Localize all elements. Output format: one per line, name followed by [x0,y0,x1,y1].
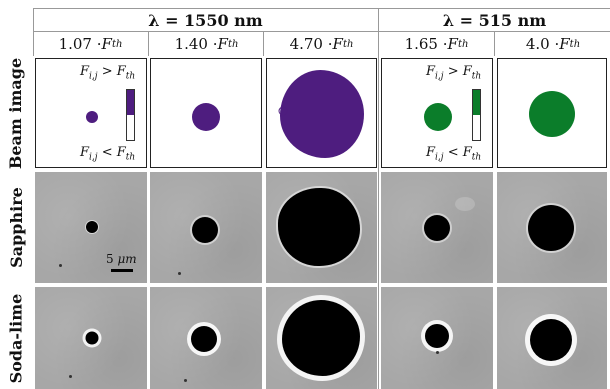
row-label-soda-lime: Soda-lime [6,293,26,383]
crater [191,326,217,352]
debris [59,264,62,267]
group-header-1550: λ = 1550 nm [148,10,263,30]
scale-bar [111,269,133,272]
sodalime-sem-2 [150,287,262,389]
beam-spot [280,70,364,158]
debris [178,272,181,275]
beam-image-2 [150,58,262,168]
sodalime-sem-4 [381,287,493,389]
beam-image-5 [497,58,607,168]
beam-spot [529,91,575,137]
beam-lower-label: Fi,j < Fth [80,145,136,163]
row-label-beam-image: Beam image [6,57,26,169]
crater [85,331,99,345]
beam-upper-label: Fi,j > Fth [80,64,136,82]
sapphire-sem-5 [497,172,607,283]
beam-image-3 [266,58,377,168]
beam-spot [86,111,98,123]
crater [278,188,360,266]
crater [86,221,98,233]
group-header-515: λ = 515 nm [442,10,547,30]
sapphire-sem-4 [381,172,493,283]
beam-upper-label: Fi,j > Fth [426,64,482,82]
row-label-sapphire: Sapphire [6,186,26,268]
surface-blemish [455,197,475,211]
crater [282,300,360,376]
header-mid-line [33,31,610,32]
intensity-bar [126,89,135,141]
debris [69,375,72,378]
debris [184,379,187,382]
crater [528,205,574,251]
crater [424,215,450,241]
group-divider [378,8,379,389]
intensity-bar [472,89,481,141]
sodalime-sem-5 [497,287,607,389]
debris [436,351,439,354]
sapphire-sem-1: 5 μm [35,172,147,283]
beam-spot [424,103,452,131]
beam-image-4: Fi,j > Fth Fi,j < Fth [381,58,493,168]
beam-image-1: Fi,j > Fth Fi,j < Fth [35,58,147,168]
sapphire-sem-3 [266,172,377,283]
sapphire-sem-2 [150,172,262,283]
crater [530,319,572,361]
sodalime-sem-3 [266,287,377,389]
beam-lower-label: Fi,j < Fth [426,145,482,163]
crater [425,324,449,348]
sodalime-sem-1 [35,287,147,389]
crater [192,217,218,243]
left-frame-line [33,8,34,56]
beam-spot [192,103,220,131]
scale-bar-label: 5 μm [106,252,137,266]
header-top-line [33,8,610,9]
beam-spot-artifact [278,106,288,116]
